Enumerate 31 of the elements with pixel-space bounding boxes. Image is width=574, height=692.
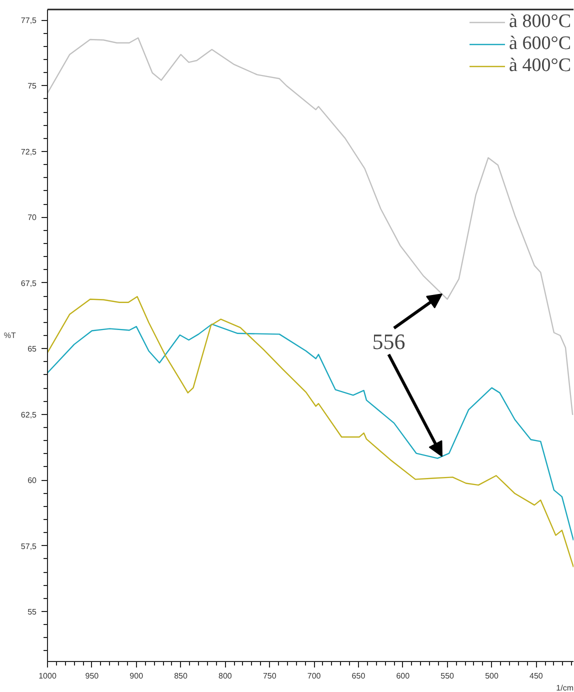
x-tick-label: 950 bbox=[85, 672, 100, 680]
annotation: 556 bbox=[372, 328, 406, 354]
x-tick-label: 850 bbox=[174, 672, 188, 680]
y-axis-title: %T bbox=[4, 331, 16, 340]
x-tick-label: 800 bbox=[218, 672, 232, 680]
x-tick-label: 500 bbox=[485, 672, 499, 680]
y-tick-label: 77,5 bbox=[20, 16, 38, 26]
y-tick-label: 60 bbox=[28, 476, 38, 486]
x-tick-label: 600 bbox=[396, 672, 410, 680]
line-series bbox=[48, 37, 574, 416]
x-tick-label: 1000 bbox=[38, 672, 57, 680]
y-tick-label: 75 bbox=[28, 82, 38, 91]
y-tick-label: 65 bbox=[28, 344, 38, 354]
x-axis-title: 1/cm bbox=[556, 684, 574, 692]
x-tick-label: 550 bbox=[440, 672, 455, 680]
y-tick-label: 55 bbox=[28, 608, 38, 617]
legend-label: à 400°C bbox=[509, 55, 571, 77]
line-series bbox=[48, 296, 574, 568]
x-tick-label: 450 bbox=[530, 672, 544, 680]
x-tick-label: 650 bbox=[352, 672, 366, 680]
x-tick-label: 700 bbox=[307, 672, 322, 680]
y-tick-label: 62,5 bbox=[20, 410, 38, 420]
y-tick-label: 67,5 bbox=[20, 278, 38, 288]
line-series bbox=[48, 324, 574, 541]
y-tick-label: 70 bbox=[28, 213, 38, 222]
legend-label: à 800°C bbox=[509, 11, 571, 33]
x-tick-label: 750 bbox=[262, 672, 277, 680]
legend-label: à 600°C bbox=[509, 33, 571, 55]
y-tick-label: 57,5 bbox=[20, 542, 38, 551]
x-tick-label: 900 bbox=[130, 672, 144, 680]
y-tick-label: 72,5 bbox=[20, 147, 38, 156]
